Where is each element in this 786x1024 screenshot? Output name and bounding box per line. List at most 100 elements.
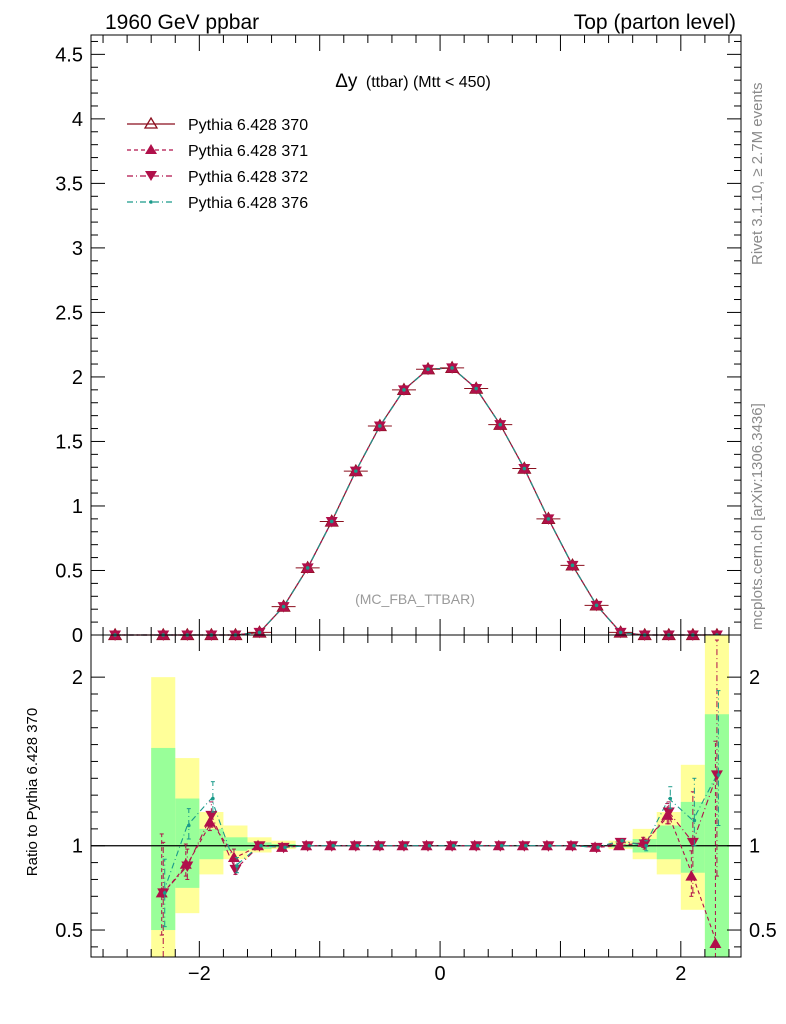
main-data-point (257, 630, 262, 635)
ratio-band-inner (199, 828, 224, 860)
ratio-data-point (427, 843, 432, 848)
ratio-data-point (572, 843, 576, 848)
ratio-panel: 0.5 0.5 1 1 2 2 −2 0 2 Ratio to Pythia 6.428 37… (24, 634, 777, 985)
main-data-point (426, 367, 430, 371)
main-panel: 0 0.5 1 1.5 2 2.5 3 3.5 4 4.5 Δy (ttbar) (Mtt < 4… (55, 34, 742, 647)
ratio-data-point (596, 845, 600, 850)
main-data-point (570, 563, 575, 568)
main-y-tick-label: 1.5 (55, 431, 83, 453)
legend-entry-370: Pythia 6.428 370 (127, 116, 308, 134)
rivet-side-label: Rivet 3.1.10, ≥ 2.7M events (749, 83, 766, 266)
main-title: Δy (ttbar) (Mtt < 450) (335, 71, 491, 92)
main-data-point (594, 603, 599, 608)
ratio-marks (91, 639, 741, 958)
ratio-data-point (548, 843, 552, 848)
main-data-point (546, 517, 551, 521)
legend-label-370: Pythia 6.428 370 (188, 117, 308, 134)
legend-label-371: Pythia 6.428 371 (188, 143, 308, 160)
ratio-y-axis-label: Ratio to Pythia 6.428 370 (24, 708, 41, 876)
main-data-point (522, 466, 527, 471)
main-y-tick-label: 1 (72, 496, 83, 518)
header-right-label: Top (parton level) (574, 11, 736, 34)
ratio-data-point (662, 807, 675, 819)
ratio-data-point (499, 843, 504, 848)
main-ticks (91, 35, 741, 636)
legend-marker-371 (145, 144, 157, 154)
ratio-data-point (211, 796, 215, 801)
legend-label-372: Pythia 6.428 372 (188, 169, 308, 186)
ratio-data-point (307, 843, 311, 848)
main-title-sub: (ttbar) (Mtt < 450) (366, 74, 491, 91)
main-y-tick-label: 2 (72, 367, 83, 389)
ratio-data-point (229, 864, 242, 876)
ratio-band-inner (175, 798, 200, 888)
ratio-bands (151, 635, 729, 957)
legend-entry-376: Pythia 6.428 376 (127, 195, 308, 212)
main-data-point (354, 469, 358, 473)
ratio-ticks (91, 635, 741, 957)
ratio-y-tick-label-right: 2 (749, 667, 760, 689)
ratio-data-point (355, 843, 360, 848)
ratio-y-tick-label: 1 (72, 836, 83, 858)
ratio-data-point (668, 796, 673, 801)
ratio-data-point (181, 861, 194, 872)
header-left-label: 1960 GeV ppbar (105, 11, 259, 34)
watermark-label: (MC_FBA_TTBAR) (355, 591, 475, 607)
legend-marker-370 (143, 116, 159, 129)
main-y-tick-label: 0 (72, 625, 83, 647)
legend-marker-372 (145, 171, 157, 181)
legend-entry-371: Pythia 6.428 371 (127, 143, 308, 160)
main-data-point (450, 366, 454, 370)
ratio-y-tick-label: 0.5 (55, 920, 83, 942)
legend-label-376: Pythia 6.428 376 (188, 195, 308, 212)
ratio-data-point (709, 937, 722, 949)
main-y-tick-label: 4 (72, 109, 83, 131)
main-data-point (305, 566, 310, 570)
ratio-data-point (685, 870, 698, 881)
main-data-point (498, 422, 503, 427)
ratio-data-point (283, 845, 287, 850)
legend-marker-376 (149, 200, 153, 204)
legend-entry-372: Pythia 6.428 372 (127, 169, 308, 186)
ratio-data-point (162, 891, 167, 895)
ratio-data-point (403, 843, 408, 848)
main-y-tick-label: 3.5 (55, 173, 83, 195)
main-y-tick-label: 2.5 (55, 302, 83, 324)
main-y-tick-label: 3 (72, 238, 83, 260)
ratio-data-point (205, 810, 218, 822)
main-data-point (402, 388, 406, 392)
ratio-band-inner (656, 825, 681, 860)
ratio-data-point (686, 837, 699, 849)
x-tick-labels: −2 0 2 (188, 963, 686, 985)
ratio-data-point (203, 816, 216, 827)
ratio-y-tick-label-right: 0.5 (749, 920, 777, 942)
x-tick-label: 0 (435, 963, 446, 985)
ratio-y-tick-labels: 0.5 0.5 1 1 2 2 (55, 667, 777, 942)
ratio-y-tick-label-right: 1 (749, 836, 760, 858)
ratio-data-point (524, 843, 528, 848)
ratio-series-line-3 (162, 774, 718, 894)
main-data-point (618, 630, 623, 635)
main-data-point (378, 424, 382, 428)
main-y-tick-label: 0.5 (55, 560, 83, 582)
ratio-data-point (475, 843, 480, 848)
ratio-data-point (331, 843, 336, 848)
main-data-point (329, 519, 334, 524)
ratio-band-inner (223, 837, 248, 851)
main-data-point (474, 386, 478, 391)
ratio-data-point (379, 843, 384, 848)
ratio-y-tick-label: 2 (72, 667, 83, 689)
ratio-data-point (186, 823, 191, 828)
ratio-data-point (644, 843, 649, 848)
ratio-data-point (451, 843, 456, 848)
ratio-data-point (620, 838, 624, 843)
legend: Pythia 6.428 370 Pythia 6.428 371 Pythia… (127, 116, 308, 212)
main-title-delta: Δy (335, 71, 358, 92)
main-data-point (281, 604, 286, 609)
ratio-data-point (259, 843, 263, 848)
ratio-data-point (716, 773, 721, 777)
x-tick-label: 2 (675, 963, 686, 985)
ratio-data-point (692, 818, 697, 823)
mcplots-side-label: mcplots.cern.ch [arXiv:1306.3436] (749, 403, 766, 630)
